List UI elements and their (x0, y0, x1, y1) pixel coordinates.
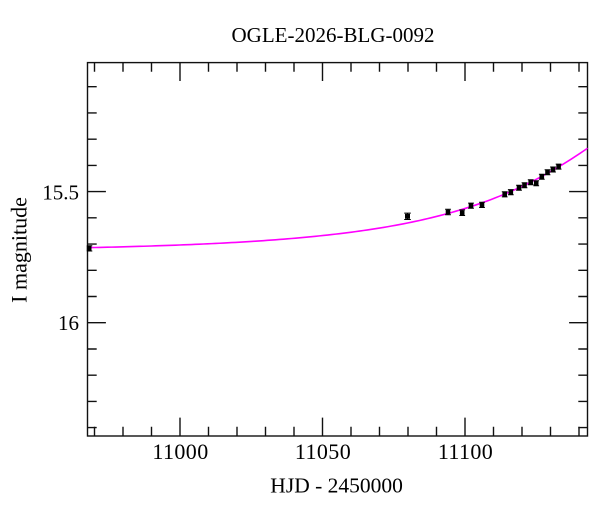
svg-text:15.5: 15.5 (42, 181, 79, 205)
svg-text:I magnitude: I magnitude (7, 197, 32, 303)
svg-text:11050: 11050 (295, 439, 351, 464)
svg-text:OGLE-2026-BLG-0092: OGLE-2026-BLG-0092 (232, 23, 435, 47)
svg-text:11100: 11100 (438, 439, 493, 464)
svg-text:16: 16 (58, 311, 79, 335)
svg-text:HJD - 2450000: HJD - 2450000 (270, 474, 403, 498)
svg-text:11000: 11000 (152, 439, 208, 464)
